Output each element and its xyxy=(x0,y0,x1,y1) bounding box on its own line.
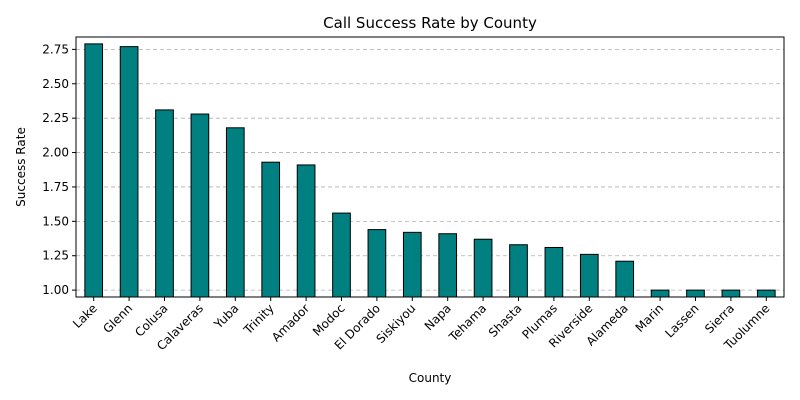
x-tick-label: Amador xyxy=(269,301,312,344)
y-tick-label: 2.25 xyxy=(42,111,69,125)
x-tick-label: Napa xyxy=(422,301,454,333)
bar-trinity xyxy=(261,161,281,298)
y-tick-label: 2.75 xyxy=(42,42,69,56)
y-tick-label: 1.75 xyxy=(42,180,69,194)
x-tick-label: Glenn xyxy=(100,301,135,336)
chart-title: Call Success Rate by County xyxy=(323,14,537,32)
bar-plumas xyxy=(544,246,564,298)
bar-lassen xyxy=(686,289,705,298)
x-tick-label: Yuba xyxy=(211,301,242,332)
plot-frame xyxy=(75,36,785,298)
bar-riverside xyxy=(579,253,599,298)
bar-lake xyxy=(84,43,104,298)
bar-tuolumne xyxy=(756,289,776,298)
x-tick-label: Lassen xyxy=(662,301,701,340)
grid-lines xyxy=(76,48,784,291)
x-axis-label: County xyxy=(409,371,452,385)
y-axis-label: Success Rate xyxy=(14,127,28,207)
y-axis-ticks: 1.00 1.25 1.50 1.75 2.00 2.25 2.50 2.75 xyxy=(42,42,76,297)
bar-glenn xyxy=(119,46,139,298)
x-tick-label: Siskiyou xyxy=(373,301,418,346)
x-tick-label: Shasta xyxy=(486,301,525,340)
bar-modoc xyxy=(332,212,351,298)
bar-tehama xyxy=(473,238,493,298)
y-tick-label: 1.00 xyxy=(42,283,69,297)
y-tick-label: 1.50 xyxy=(42,214,69,228)
y-tick-label: 2.50 xyxy=(42,77,69,91)
bar-calaveras xyxy=(190,113,210,298)
bars xyxy=(84,43,776,298)
bar-napa xyxy=(438,233,458,298)
x-tick-label: Marin xyxy=(633,301,667,335)
bar-colusa xyxy=(155,109,174,298)
x-tick-label: Tehama xyxy=(446,301,490,345)
bar-alameda xyxy=(615,260,635,298)
bar-marin xyxy=(650,289,670,298)
bar-yuba xyxy=(225,127,245,298)
y-tick-label: 2.00 xyxy=(42,146,69,160)
x-tick-label: Lake xyxy=(70,301,100,331)
bar-sierra xyxy=(721,289,741,298)
bar-siskiyou xyxy=(402,231,422,298)
y-tick-label: 1.25 xyxy=(42,249,69,263)
bar-shasta xyxy=(509,244,528,298)
bar-el-dorado xyxy=(367,229,387,298)
bar-amador xyxy=(296,164,316,298)
